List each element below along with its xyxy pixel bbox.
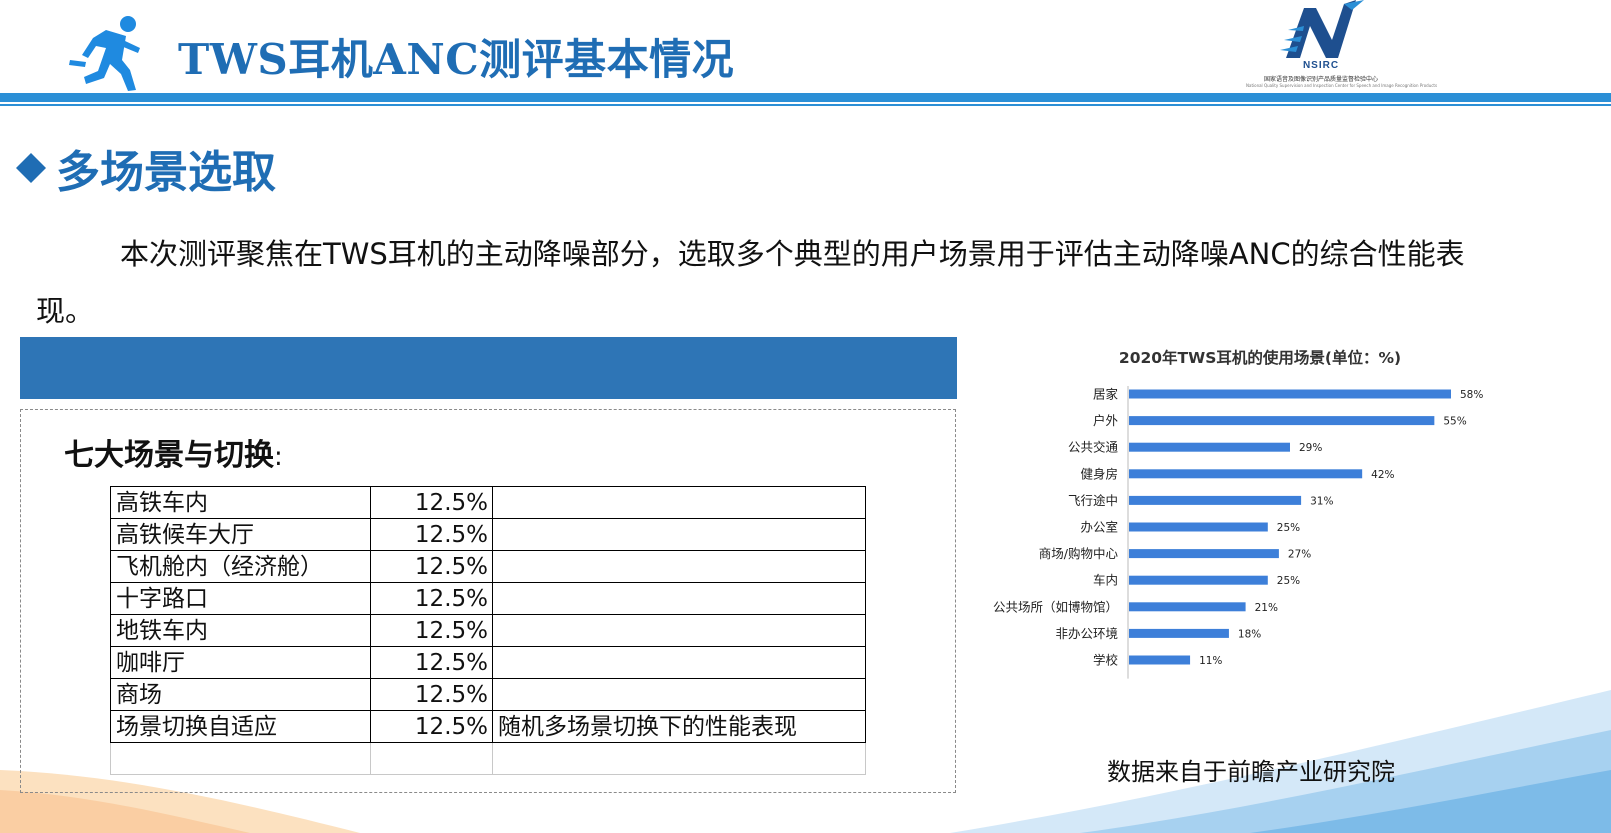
bar [1129,416,1435,426]
scenes-table: 高铁车内 12.5% 高铁候车大厅 12.5% 飞机舱内（经济舱） 12.5% 十字路口 12… [110,486,866,775]
page-title: TWS耳机ANC测评基本情况 [178,35,735,84]
bar [1129,495,1302,505]
nsirc-logo-mark-icon [1280,0,1364,58]
value-label: 31% [1310,495,1333,507]
bar [1129,389,1451,399]
logo-subtitle-en: National Quality Supervision and Inspect… [1246,83,1438,88]
header-rule-thin [0,104,1611,106]
table-row-empty [110,742,866,775]
scenes-heading: 七大场景与切换: [64,430,283,474]
category-label: 公共交通 [1068,440,1119,455]
bar [1129,602,1246,612]
table-row: 咖啡厅 12.5% [110,646,866,679]
scene-name-cell: 地铁车内 [110,614,371,647]
scene-note-cell [492,582,866,615]
scenes-heading-colon: : [274,442,283,472]
diamond-icon [16,153,46,183]
value-label: 18% [1238,628,1261,640]
scene-weight-cell: 12.5% [370,710,493,743]
bar-chart-svg: 居家 58% 户外 55% 公共交通 29% 健身房 42% 飞行途中 31% 办公室 25% 商场/购… [993,386,1483,679]
bar [1129,522,1268,532]
bar [1129,469,1363,479]
source-note: 数据来自于前瞻产业研究院 [1107,758,1395,786]
value-label: 27% [1288,549,1311,561]
scene-weight-cell: 12.5% [370,678,493,711]
category-label: 商场/购物中心 [1039,546,1119,561]
scene-name-cell: 场景切换自适应 [110,710,371,743]
table-row: 场景切换自适应 12.5% 随机多场景切换下的性能表现 [110,710,866,743]
bar [1129,628,1229,638]
scene-weight-cell: 12.5% [370,646,493,679]
scene-note-cell [492,486,866,519]
scene-name-cell: 高铁车内 [110,486,371,519]
logo-subtitle: 国家语音及图像识别产品质量监督检验中心 [1263,76,1378,83]
scene-weight-cell: 12.5% [370,614,493,647]
value-label: 25% [1277,575,1300,587]
category-label: 公共场所（如博物馆） [993,599,1118,614]
runner-icon [69,16,140,91]
value-label: 58% [1460,389,1483,401]
scene-note-cell [492,518,866,551]
bar [1129,549,1279,559]
usage-scenario-chart: 2020年TWS耳机的使用场景(单位：%) 居家 58% 户外 55% 公共交通 29% 健… [990,336,1530,706]
category-label: 车内 [1093,573,1118,588]
category-label: 办公室 [1080,520,1118,535]
table-row: 高铁候车大厅 12.5% [110,518,866,551]
table-row: 十字路口 12.5% [110,582,866,615]
category-label: 学校 [1093,653,1119,668]
scenes-panel [20,409,956,793]
value-label: 11% [1199,655,1222,667]
scene-weight-cell: 12.5% [370,518,493,551]
value-label: 25% [1277,522,1300,534]
section-heading: 多场景选取 [16,136,276,200]
scene-weight-cell: 12.5% [370,486,493,519]
scene-note-cell [492,646,866,679]
scene-name-cell: 飞机舱内（经济舱） [110,550,371,583]
bar [1129,655,1191,665]
category-label: 户外 [1093,413,1119,428]
bar [1129,442,1290,452]
category-label: 飞行途中 [1068,493,1118,508]
slide-header: TWS耳机ANC测评基本情况 NSIRC 国家语音及图像识别产品质量监督检验中心… [0,0,1611,110]
category-label: 健身房 [1080,466,1118,481]
table-row: 飞机舱内（经济舱） 12.5% [110,550,866,583]
table-row: 地铁车内 12.5% [110,614,866,647]
scene-name-cell: 咖啡厅 [110,646,371,679]
scene-weight-cell: 12.5% [370,582,493,615]
empty-cell [110,742,371,775]
scene-name-cell: 高铁候车大厅 [110,518,371,551]
section-title: 多场景选取 [56,147,276,198]
scene-weight-cell: 12.5% [370,550,493,583]
empty-cell [370,742,493,775]
blue-banner [20,337,957,399]
scene-name-cell: 商场 [110,678,371,711]
value-label: 55% [1443,416,1466,428]
scene-note-cell: 随机多场景切换下的性能表现 [492,710,866,743]
scene-note-cell [492,614,866,647]
bar [1129,575,1268,585]
value-label: 29% [1299,442,1322,454]
category-label: 居家 [1093,387,1119,402]
table-row: 商场 12.5% [110,678,866,711]
category-label: 非办公环境 [1055,626,1118,641]
nsirc-logo: NSIRC 国家语音及图像识别产品质量监督检验中心 National Quali… [1246,0,1438,92]
scenes-heading-text: 七大场景与切换 [64,438,274,473]
value-label: 42% [1371,469,1394,481]
empty-cell [492,742,866,775]
logo-name: NSIRC [1302,60,1340,71]
scene-name-cell: 十字路口 [110,582,371,615]
value-label: 21% [1255,602,1278,614]
scene-note-cell [492,550,866,583]
intro-paragraph: 本次测评聚焦在TWS耳机的主动降噪部分，选取多个典型的用户场景用于评估主动降噪A… [36,237,1465,328]
header-rule-thick [0,93,1611,102]
scene-note-cell [492,678,866,711]
table-row: 高铁车内 12.5% [110,486,866,519]
chart-title: 2020年TWS耳机的使用场景(单位：%) [1118,349,1402,367]
